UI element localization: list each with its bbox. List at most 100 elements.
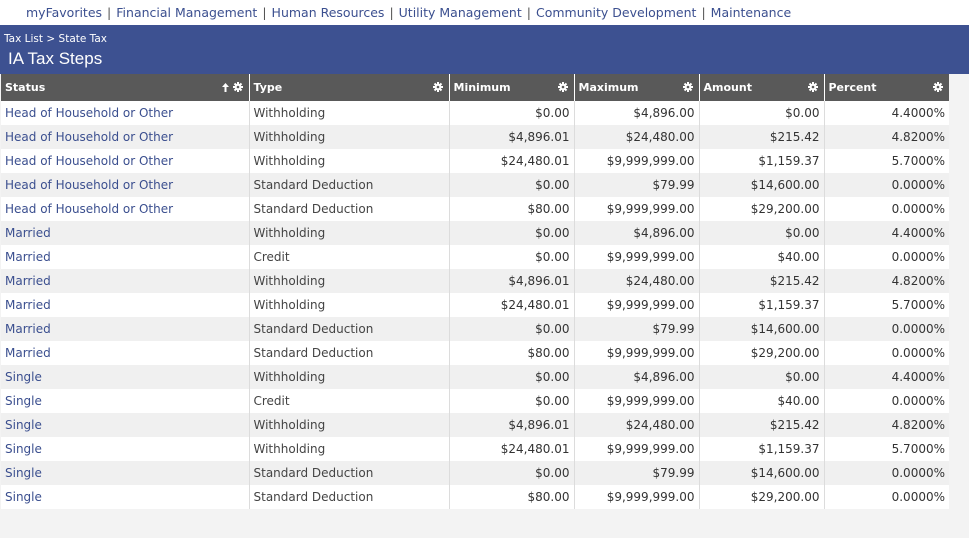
gear-icon[interactable] [807,82,818,92]
type-cell: Standard Deduction [249,197,450,221]
breadcrumb-tax-list[interactable]: Tax List [4,33,44,45]
percent-cell: 4.8200% [824,125,949,149]
table-row[interactable]: Single Standard Deduction $0.00 $79.99 $14,6… [1,461,949,485]
status-link[interactable]: Head of Household or Other [5,178,174,192]
maximum-cell: $4,896.00 [574,221,700,245]
percent-cell: 4.4000% [891,106,945,120]
status-link[interactable]: Head of Household or Other [5,130,174,144]
status-link[interactable]: Single [5,466,42,480]
table-row[interactable]: Head of Household or Other Withholding $24… [1,149,949,173]
percent-cell: 4.8200% [824,413,949,437]
maximum-cell: $9,999,999.00 [574,437,700,461]
table-row[interactable]: Single Standard Deduction $80.00 $9,999,999… [1,485,949,509]
nav-human-resources[interactable]: Human Resources [271,5,385,20]
maximum-cell: $24,480.00 [574,125,700,149]
table-row[interactable]: Single Withholding $0.00 $4,896.00 $0.00 4.40… [1,365,949,389]
table-row[interactable]: Head of Household or Other Standard Deduc… [1,197,949,221]
status-link[interactable]: Married [5,298,51,312]
table-row[interactable]: Married Credit $0.00 $9,999,999.00 $40.00 0.0… [1,245,949,269]
nav-utility-management[interactable]: Utility Management [398,5,522,20]
table-row[interactable]: Head of Household or Other Withholding $0.… [1,101,949,125]
gear-icon[interactable] [682,82,693,92]
type-cell: Withholding [249,437,450,461]
maximum-cell: $24,480.00 [574,413,700,437]
maximum-cell: $9,999,999.00 [574,245,700,269]
status-link[interactable]: Married [5,250,51,264]
table-row[interactable]: Single Credit $0.00 $9,999,999.00 $40.00 0.00… [1,389,949,413]
page-title: IA Tax Steps [8,49,103,68]
minimum-cell: $4,896.01 [449,413,575,437]
table-body: Head of Household or Other Withholding $0.… [1,101,949,509]
gear-icon[interactable] [232,82,243,92]
status-cell: Single [1,413,250,437]
status-link[interactable]: Single [5,394,42,408]
status-link[interactable]: Single [5,370,42,384]
status-link[interactable]: Married [5,346,51,360]
status-link[interactable]: Single [5,442,42,456]
table-row[interactable]: Married Withholding $0.00 $4,896.00 $0.00 4.4… [1,221,949,245]
nav-separator: | [262,5,267,20]
status-link[interactable]: Head of Household or Other [5,202,174,216]
amount-cell: $14,600.00 [699,461,825,485]
column-label: Amount [703,81,752,94]
nav-maintenance[interactable]: Maintenance [710,5,792,20]
column-header-minimum[interactable]: Minimum [449,74,575,101]
column-label: Type [253,81,283,94]
amount-cell: $29,200.00 [699,197,825,221]
amount-cell: $0.00 [699,365,825,389]
minimum-cell: $24,480.01 [449,437,575,461]
status-link[interactable]: Single [5,490,42,504]
status-link[interactable]: Married [5,322,51,336]
nav-separator: | [526,5,531,20]
table-row[interactable]: Married Standard Deduction $80.00 $9,999,99… [1,341,949,365]
percent-cell: 0.0000% [891,490,945,504]
column-label: Percent [828,81,877,94]
maximum-cell: $4,896.00 [574,101,700,125]
percent-cell: 0.0000% [891,394,945,408]
nav-separator: | [389,5,394,20]
column-header-percent[interactable]: Percent [824,74,949,101]
maximum-cell: $9,999,999.00 [574,389,700,413]
status-cell: Head of Household or Other [1,125,250,149]
type-cell: Credit [249,389,450,413]
gear-icon[interactable] [557,82,568,92]
status-link[interactable]: Head of Household or Other [5,154,174,168]
status-cell: Single [1,485,250,509]
table-row[interactable]: Single Withholding $4,896.01 $24,480.00 $215… [1,413,949,437]
minimum-cell: $4,896.01 [449,269,575,293]
percent-cell: 0.0000% [891,202,945,216]
column-header-type[interactable]: Type [249,74,450,101]
breadcrumb-separator: > [46,33,56,45]
percent-cell: 0.0000% [824,173,949,197]
amount-cell: $1,159.37 [699,437,825,461]
status-cell: Head of Household or Other [1,149,250,173]
amount-cell: $1,159.37 [699,149,825,173]
status-link[interactable]: Married [5,274,51,288]
column-header-amount[interactable]: Amount [699,74,825,101]
column-header-status[interactable]: Status [1,74,250,101]
maximum-cell: $9,999,999.00 [574,293,700,317]
gear-icon[interactable] [933,82,943,92]
nav-financial-management[interactable]: Financial Management [116,5,258,20]
status-link[interactable]: Married [5,226,51,240]
status-cell: Single [1,365,250,389]
table-row[interactable]: Married Withholding $4,896.01 $24,480.00 $21… [1,269,949,293]
status-cell: Head of Household or Other [1,173,250,197]
table-row[interactable]: Married Withholding $24,480.01 $9,999,999.0… [1,293,949,317]
nav-community-development[interactable]: Community Development [535,5,697,20]
table-row[interactable]: Head of Household or Other Standard Deduc… [1,173,949,197]
percent-cell: 0.0000% [891,346,945,360]
gear-icon[interactable] [432,82,443,92]
table-row[interactable]: Head of Household or Other Withholding $4,… [1,125,949,149]
type-cell: Withholding [249,413,450,437]
minimum-cell: $0.00 [449,365,575,389]
sort-up-arrow-icon[interactable] [221,82,229,92]
status-link[interactable]: Single [5,418,42,432]
minimum-cell: $0.00 [449,317,575,341]
status-link[interactable]: Head of Household or Other [5,106,174,120]
table-row[interactable]: Married Standard Deduction $0.00 $79.99 $14,… [1,317,949,341]
nav-my-favorites[interactable]: myFavorites [26,5,103,20]
nav-separator: | [107,5,112,20]
column-header-maximum[interactable]: Maximum [574,74,700,101]
table-row[interactable]: Single Withholding $24,480.01 $9,999,999.00… [1,437,949,461]
